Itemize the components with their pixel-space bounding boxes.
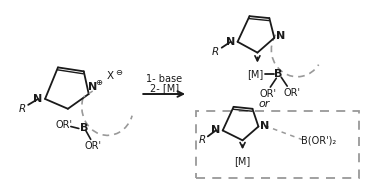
Text: OR': OR' (55, 120, 72, 129)
Text: R: R (19, 104, 26, 114)
Bar (196, 111, 359, 178)
Text: [M]: [M] (247, 69, 264, 79)
Text: [M]: [M] (235, 156, 251, 166)
Text: ⊕: ⊕ (95, 78, 102, 87)
Text: B(OR')₂: B(OR')₂ (301, 135, 337, 145)
Text: B: B (80, 123, 88, 133)
Text: or: or (259, 99, 270, 109)
Text: OR': OR' (260, 89, 277, 99)
Text: R: R (212, 47, 219, 57)
Text: ⊖: ⊖ (115, 68, 122, 77)
Text: X: X (107, 71, 114, 81)
Text: 2- [M]: 2- [M] (150, 83, 179, 93)
Text: N: N (88, 82, 97, 92)
Text: N: N (260, 121, 269, 131)
Text: R: R (198, 135, 206, 145)
Text: N: N (211, 125, 220, 136)
Text: B: B (274, 69, 283, 79)
Text: 1- base: 1- base (146, 74, 182, 84)
Text: N: N (33, 94, 43, 104)
Text: OR': OR' (84, 141, 101, 151)
Text: N: N (226, 37, 235, 47)
Text: OR': OR' (284, 88, 301, 98)
Text: N: N (276, 31, 285, 41)
